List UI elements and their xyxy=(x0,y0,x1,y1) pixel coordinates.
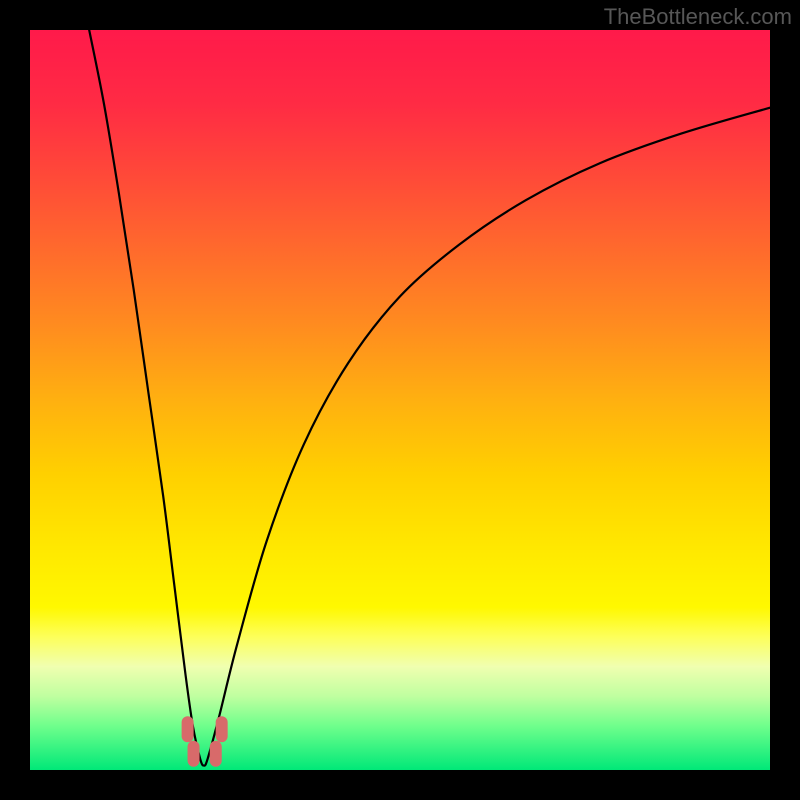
watermark-text: TheBottleneck.com xyxy=(604,4,792,30)
marker-capsule xyxy=(210,741,222,767)
markers-group xyxy=(182,716,228,766)
marker-capsule xyxy=(216,716,228,742)
bottleneck-curve xyxy=(89,30,770,766)
chart-container: TheBottleneck.com xyxy=(0,0,800,800)
marker-capsule xyxy=(182,716,194,742)
marker-capsule xyxy=(188,741,200,767)
plot-overlay xyxy=(30,30,770,770)
